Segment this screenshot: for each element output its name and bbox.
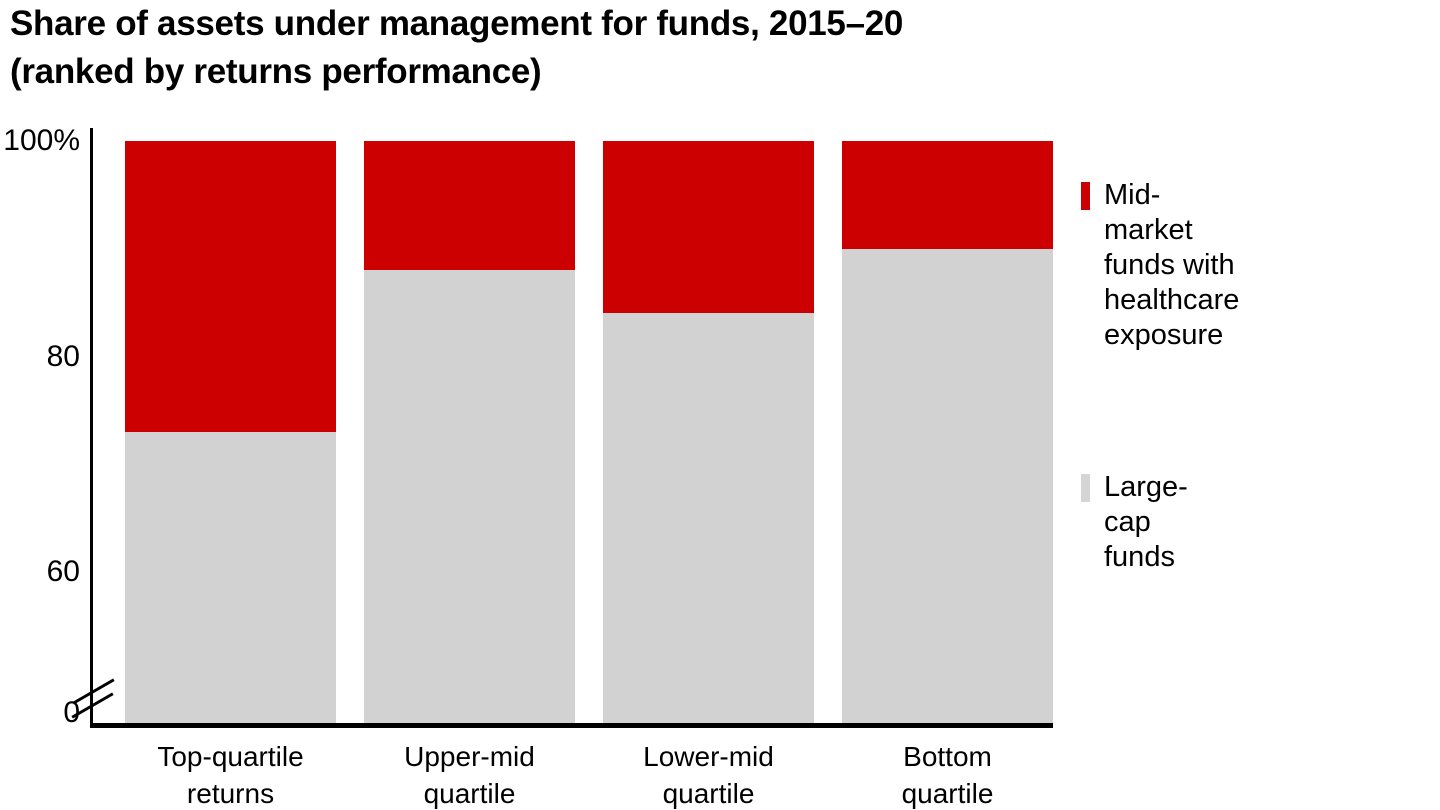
chart-title-line2: (ranked by returns performance) (10, 52, 542, 91)
bar-segment-large-cap (125, 431, 336, 723)
bar-segment-large-cap (364, 270, 575, 723)
x-axis-category-label: Upper-mid quartile (404, 741, 535, 809)
y-axis-tick-label: 60 (46, 555, 80, 588)
chart-title-line1: Share of assets under management for fun… (10, 4, 904, 43)
bar-segment-mid-market-healthcare (364, 141, 575, 271)
y-axis-line (90, 128, 93, 727)
chart-title: Share of assets under management for fun… (10, 0, 903, 96)
bar-segment-large-cap (603, 313, 814, 723)
bar-segment-mid-market-healthcare (842, 141, 1053, 249)
legend-label: Mid-market funds with healthcare exposur… (1104, 179, 1240, 351)
bar-segment-mid-market-healthcare (603, 141, 814, 314)
y-axis-tick-label: 0 (63, 696, 80, 729)
y-axis-tick-label: 100% (3, 124, 80, 157)
x-axis-line (90, 723, 1053, 728)
legend-swatch-icon (1081, 474, 1090, 502)
y-axis-tick-label: 80 (46, 339, 80, 373)
bar-segment-mid-market-healthcare (125, 141, 336, 432)
bar-segment-large-cap (842, 248, 1053, 723)
x-axis-category-label: Top-quartile returns (157, 741, 304, 809)
x-axis-category-label: Bottom quartile (901, 741, 994, 809)
legend-label: Large-cap funds (1104, 471, 1188, 573)
legend-swatch-icon (1081, 182, 1090, 210)
x-axis-category-label: Lower-mid quartile (643, 741, 774, 809)
